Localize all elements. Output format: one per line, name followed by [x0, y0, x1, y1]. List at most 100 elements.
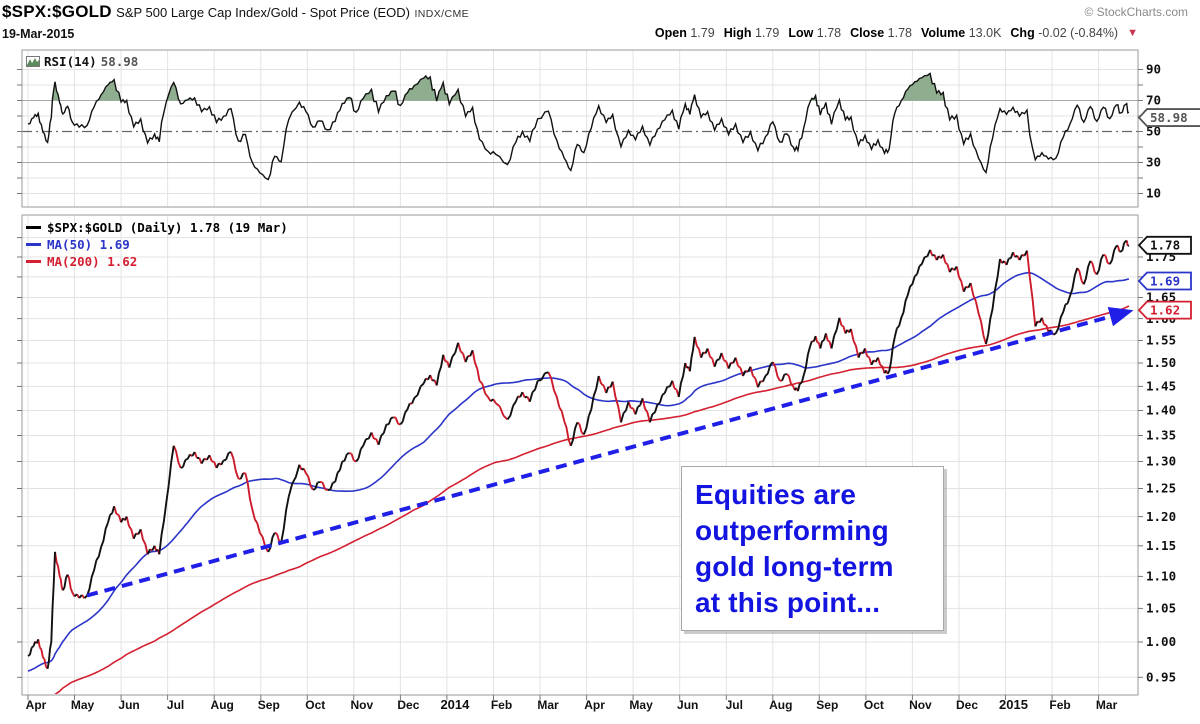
svg-text:Feb: Feb — [1049, 698, 1070, 712]
annotation-text-box: Equities are outperforming gold long-ter… — [681, 466, 944, 631]
svg-text:Aug: Aug — [769, 698, 792, 712]
value-flag-1.69: 1.69 — [1137, 271, 1192, 291]
annotation-line: gold long-term — [695, 551, 894, 582]
close-label: Close — [850, 26, 885, 40]
svg-text:Dec: Dec — [956, 698, 978, 712]
svg-text:Jul: Jul — [726, 698, 743, 712]
legend-label-ma200: MA(200) 1.62 — [47, 254, 138, 269]
main-panel-border — [21, 214, 1139, 696]
price-line — [27, 239, 1130, 670]
legend-item-price: $SPX:$GOLD (Daily) 1.78 (19 Mar) — [26, 219, 288, 236]
open-value: 1.79 — [690, 26, 715, 40]
svg-text:1.45: 1.45 — [1146, 379, 1176, 394]
close-value: 1.78 — [887, 26, 913, 40]
annotation-line: Equities are — [695, 479, 857, 510]
rsi-overbought-fill — [28, 73, 1129, 101]
svg-text:1.15: 1.15 — [1146, 538, 1176, 553]
change-label: Chg — [1010, 26, 1035, 40]
trendline-annotation — [86, 311, 1123, 598]
value-flag-1.62: 1.62 — [1137, 300, 1192, 320]
svg-text:Mar: Mar — [537, 698, 559, 712]
svg-text:10: 10 — [1146, 186, 1161, 201]
svg-text:Aug: Aug — [211, 698, 234, 712]
svg-text:Jun: Jun — [677, 698, 698, 712]
svg-text:1.69: 1.69 — [1150, 273, 1180, 288]
svg-text:0.95: 0.95 — [1146, 670, 1176, 685]
svg-text:Oct: Oct — [305, 698, 325, 712]
annotation-line: at this point... — [695, 587, 881, 618]
legend-label-ma50: MA(50) 1.69 — [47, 237, 130, 252]
rsi-name: RSI(14) — [44, 54, 97, 69]
volume-value: 13.0K — [968, 26, 1002, 40]
open-label: Open — [654, 26, 687, 40]
ohlc-quote-row: Open 1.79 High 1.79 Low 1.78 Close 1.78 … — [655, 26, 1138, 40]
y-axis-labels: 1.751.651.601.551.501.451.401.351.301.25… — [1146, 62, 1176, 685]
axis-ticks — [17, 69, 1143, 700]
svg-text:2015: 2015 — [999, 697, 1028, 712]
svg-text:50: 50 — [1146, 124, 1161, 139]
annotation-line: outperforming — [695, 515, 889, 546]
down-triangle-icon: ▼ — [1127, 27, 1138, 39]
low-value: 1.78 — [816, 26, 842, 40]
instrument-name: S&P 500 Large Cap Index/Gold - Spot Pric… — [116, 5, 411, 20]
low-label: Low — [788, 26, 814, 40]
rsi-value: 58.98 — [100, 54, 139, 69]
svg-text:Sep: Sep — [258, 698, 280, 712]
svg-text:May: May — [71, 698, 95, 712]
svg-text:1.78: 1.78 — [1150, 238, 1180, 253]
ticker-symbol: $SPX:$GOLD — [2, 2, 112, 21]
svg-text:58.98: 58.98 — [1150, 110, 1188, 125]
svg-text:1.30: 1.30 — [1146, 454, 1176, 469]
svg-text:1.50: 1.50 — [1146, 355, 1176, 370]
price-line-swatch — [26, 226, 41, 229]
svg-text:Apr: Apr — [584, 698, 605, 712]
value-flag-1.78: 1.78 — [1137, 235, 1192, 255]
svg-text:2014: 2014 — [440, 697, 470, 712]
svg-text:1.55: 1.55 — [1146, 333, 1176, 348]
exchange-label: INDX/CME — [414, 8, 470, 20]
legend-item-ma200: MA(200) 1.62 — [26, 253, 288, 270]
svg-text:Dec: Dec — [397, 698, 419, 712]
change-value: -0.02 (-0.84%) — [1038, 26, 1119, 40]
svg-text:90: 90 — [1146, 62, 1161, 77]
high-value: 1.79 — [754, 26, 780, 40]
svg-text:Mar: Mar — [1096, 698, 1118, 712]
high-label: High — [723, 26, 752, 40]
legend-item-ma50: MA(50) 1.69 — [26, 236, 288, 253]
svg-text:May: May — [629, 698, 653, 712]
svg-text:Sep: Sep — [816, 698, 838, 712]
svg-text:1.62: 1.62 — [1150, 302, 1180, 317]
svg-text:Apr: Apr — [26, 698, 47, 712]
ma200-line — [54, 305, 1130, 694]
x-axis-labels: Apr May Jun Jul Aug Sep Oct Nov Dec 2014 Feb Mar Apr… — [26, 697, 1118, 712]
svg-text:1.25: 1.25 — [1146, 481, 1176, 496]
chart-title: $SPX:$GOLD S&P 500 Large Cap Index/Gold … — [2, 2, 469, 22]
volume-label: Volume — [921, 26, 966, 40]
ma50-line-swatch — [26, 243, 41, 246]
svg-text:Oct: Oct — [864, 698, 884, 712]
ma50-line — [27, 272, 1129, 672]
rsi-panel-border — [21, 49, 1139, 208]
svg-text:1.35: 1.35 — [1146, 428, 1176, 443]
ma200-line-swatch — [26, 260, 41, 263]
svg-text:Jun: Jun — [118, 698, 139, 712]
svg-text:Nov: Nov — [350, 698, 373, 712]
quote-date: 19-Mar-2015 — [2, 27, 75, 41]
svg-text:1.40: 1.40 — [1146, 403, 1176, 418]
main-chart-legend: $SPX:$GOLD (Daily) 1.78 (19 Mar) MA(50) … — [26, 219, 288, 270]
svg-text:1.20: 1.20 — [1146, 509, 1176, 524]
svg-text:Jul: Jul — [167, 698, 184, 712]
rsi-indicator-label: RSI(14) 58.98 — [26, 54, 138, 69]
svg-text:Feb: Feb — [491, 698, 512, 712]
trendline-arrowhead — [1107, 307, 1134, 327]
value-flag-58.98: 58.98 — [1137, 108, 1200, 127]
legend-label-price: $SPX:$GOLD (Daily) 1.78 (19 Mar) — [47, 220, 288, 235]
svg-text:30: 30 — [1146, 155, 1161, 170]
stockcharts-credit: © StockCharts.com — [1084, 5, 1188, 19]
svg-text:1.00: 1.00 — [1146, 634, 1176, 649]
svg-text:1.10: 1.10 — [1146, 569, 1176, 584]
svg-text:1.05: 1.05 — [1146, 601, 1176, 616]
rsi-line — [27, 72, 1130, 181]
